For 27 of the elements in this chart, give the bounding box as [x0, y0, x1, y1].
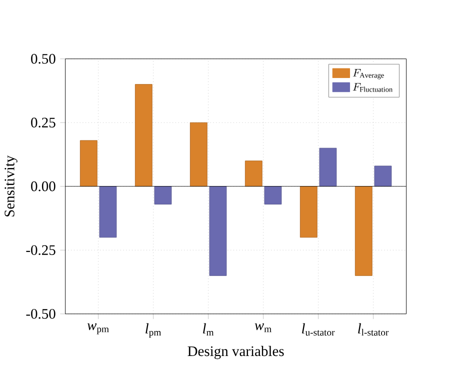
x-tick-label: l$_{u-stator}$	[302, 323, 335, 336]
bar	[134, 84, 152, 187]
bar	[354, 186, 372, 276]
x-tick-label: l$_{l-stator}$	[358, 323, 389, 336]
legend-label: $F_{\mathrm{Average}}$	[352, 69, 384, 80]
x-tick-label: l$_{pm}$	[146, 323, 162, 338]
bar	[300, 186, 318, 238]
x-axis-title: Design variables	[188, 346, 284, 360]
x-tick-label: w$_{pm}$	[87, 323, 109, 334]
x-tick-label: l$_{m}$	[203, 323, 214, 336]
y-tick-label: -0.25	[26, 245, 56, 256]
bar	[374, 166, 392, 187]
bar	[99, 186, 117, 238]
x-tick-label: w$_{m}$	[254, 323, 272, 332]
bar	[209, 186, 227, 276]
bar	[154, 186, 172, 205]
bar	[190, 122, 208, 187]
y-tick-label: -0.50	[26, 309, 56, 319]
y-tick-label: 0.25	[31, 118, 56, 128]
bar	[80, 140, 98, 187]
y-axis-title: Sensitivity	[4, 155, 18, 216]
bar	[319, 148, 337, 187]
bar	[244, 160, 262, 187]
legend-label: $F_{\mathrm{Fluctuation}}$	[352, 83, 393, 92]
bar	[264, 186, 282, 205]
y-tick-label: 0.50	[31, 54, 56, 64]
y-tick-label: 0.00	[31, 181, 56, 192]
